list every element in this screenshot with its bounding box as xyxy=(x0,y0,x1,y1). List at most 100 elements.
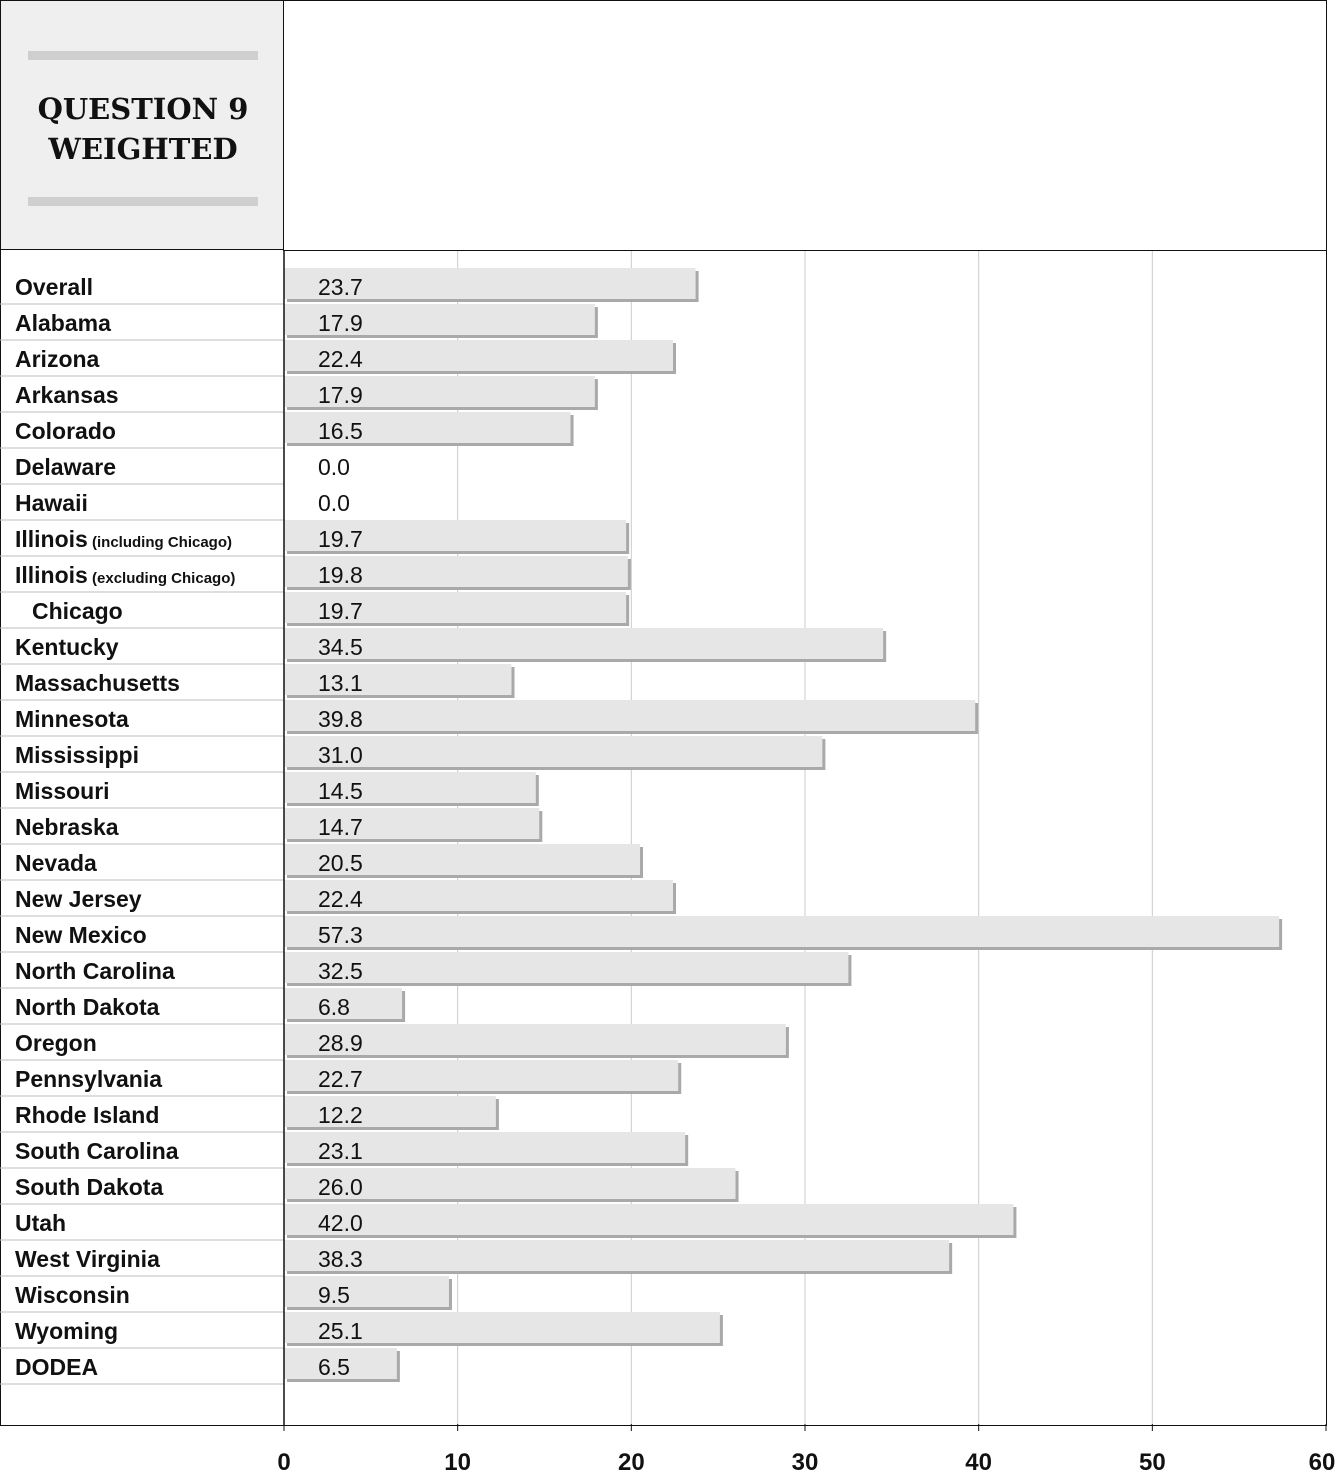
bar xyxy=(284,952,849,983)
value-label: 32.5 xyxy=(318,958,363,984)
value-label: 16.5 xyxy=(318,418,363,444)
category-label: DODEA xyxy=(15,1353,98,1381)
category-note: (including Chicago) xyxy=(87,534,232,551)
category-label: Nebraska xyxy=(15,813,119,841)
value-label: 23.7 xyxy=(318,274,363,300)
category-name: Hawaii xyxy=(15,490,88,516)
bar xyxy=(284,1096,496,1127)
category-label: Illinois (including Chicago) xyxy=(15,525,232,557)
category-note: (excluding Chicago) xyxy=(87,570,236,587)
category-name: Wyoming xyxy=(15,1318,119,1344)
bar xyxy=(284,628,884,659)
category-label: Wisconsin xyxy=(15,1281,130,1309)
value-label: 19.7 xyxy=(318,598,363,624)
category-label: Nevada xyxy=(15,849,97,877)
value-label: 26.0 xyxy=(318,1174,363,1200)
category-name: Wisconsin xyxy=(15,1282,130,1308)
plot-frame xyxy=(0,250,1327,1426)
x-tick-label: 50 xyxy=(1138,1449,1166,1476)
value-label: 6.5 xyxy=(318,1354,350,1380)
bar xyxy=(284,700,976,731)
category-label: Rhode Island xyxy=(15,1101,159,1129)
bar xyxy=(284,1024,786,1055)
category-label: Arizona xyxy=(15,345,99,373)
category-label: Illinois (excluding Chicago) xyxy=(15,561,235,593)
category-name: Arizona xyxy=(15,346,100,372)
title-rule-top xyxy=(28,51,258,60)
x-tick-label: 20 xyxy=(617,1449,645,1476)
value-label: 25.1 xyxy=(318,1318,363,1344)
category-name: Illinois xyxy=(15,526,88,552)
x-tick-label: 10 xyxy=(444,1449,472,1476)
category-label: Overall xyxy=(15,273,93,301)
category-label: Minnesota xyxy=(15,705,129,733)
value-label: 38.3 xyxy=(318,1246,363,1272)
bar xyxy=(284,1060,679,1091)
bar xyxy=(284,268,696,299)
category-name: Massachusetts xyxy=(15,670,180,696)
category-label: North Carolina xyxy=(15,957,175,985)
value-label: 34.5 xyxy=(318,634,363,660)
bar xyxy=(284,1276,449,1307)
category-label: Pennsylvania xyxy=(15,1065,162,1093)
category-name: West Virginia xyxy=(15,1246,160,1272)
category-label: Oregon xyxy=(15,1029,97,1057)
x-tick-label: 0 xyxy=(277,1449,291,1476)
bar xyxy=(284,412,571,443)
value-label: 31.0 xyxy=(318,742,363,768)
bar xyxy=(284,880,674,911)
category-label: Massachusetts xyxy=(15,669,180,697)
category-name: DODEA xyxy=(15,1354,99,1380)
value-label: 22.4 xyxy=(318,886,363,912)
category-name: South Dakota xyxy=(15,1174,164,1200)
bar xyxy=(284,1204,1014,1235)
value-label: 17.9 xyxy=(318,382,363,408)
value-label: 14.7 xyxy=(318,814,363,840)
category-label: Kentucky xyxy=(15,633,119,661)
bar xyxy=(284,844,641,875)
value-label: 12.2 xyxy=(318,1102,363,1128)
category-name: Overall xyxy=(15,274,93,300)
category-label: Alabama xyxy=(15,309,111,337)
value-label: 22.7 xyxy=(318,1066,363,1092)
value-label: 20.5 xyxy=(318,850,363,876)
x-tick-label: 60 xyxy=(1308,1449,1336,1476)
value-label: 17.9 xyxy=(318,310,363,336)
bar xyxy=(284,1240,950,1271)
value-label: 6.8 xyxy=(318,994,350,1020)
value-label: 23.1 xyxy=(318,1138,363,1164)
value-label: 19.8 xyxy=(318,562,363,588)
chart-title: QUESTION 9 WEIGHTED xyxy=(1,89,285,169)
category-name: Delaware xyxy=(15,454,117,480)
category-name: Rhode Island xyxy=(15,1102,160,1128)
category-name: Chicago xyxy=(32,598,123,624)
value-label: 0.0 xyxy=(318,454,350,480)
bar xyxy=(284,772,536,803)
category-name: Missouri xyxy=(15,778,110,804)
bar xyxy=(284,340,674,371)
category-label: North Dakota xyxy=(15,993,159,1021)
category-name: Illinois xyxy=(15,562,88,588)
category-name: Nevada xyxy=(15,850,97,876)
value-label: 42.0 xyxy=(318,1210,363,1236)
category-name: Mississippi xyxy=(15,742,139,768)
bar xyxy=(284,1132,686,1163)
bar xyxy=(284,1168,736,1199)
bar xyxy=(284,1312,720,1343)
value-label: 57.3 xyxy=(318,922,363,948)
category-label: West Virginia xyxy=(15,1245,160,1273)
category-label: Utah xyxy=(15,1209,66,1237)
bar xyxy=(284,520,627,551)
category-label: Arkansas xyxy=(15,381,119,409)
category-name: Colorado xyxy=(15,418,116,444)
bar xyxy=(284,304,595,335)
value-label: 39.8 xyxy=(318,706,363,732)
category-label: South Carolina xyxy=(15,1137,179,1165)
bar xyxy=(284,592,627,623)
category-name: Arkansas xyxy=(15,382,119,408)
bar xyxy=(284,736,823,767)
bar xyxy=(284,376,595,407)
value-label: 19.7 xyxy=(318,526,363,552)
category-name: Oregon xyxy=(15,1030,97,1056)
category-label: South Dakota xyxy=(15,1173,163,1201)
